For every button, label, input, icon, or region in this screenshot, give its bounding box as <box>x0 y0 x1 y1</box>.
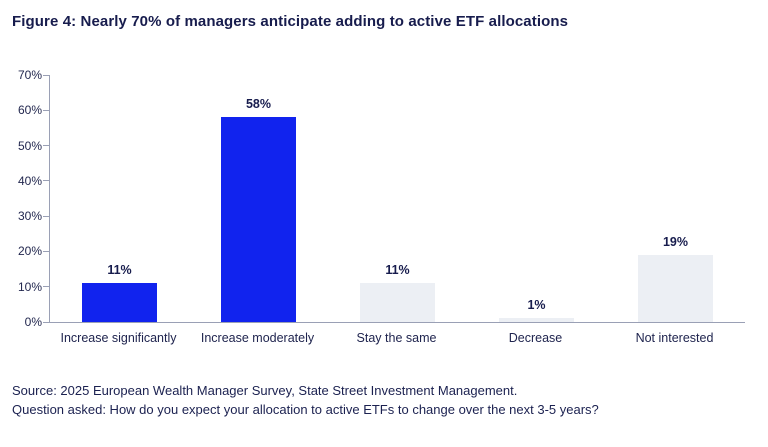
y-axis-tick-mark <box>43 215 49 217</box>
category-label: Not interested <box>635 331 714 345</box>
bar <box>499 318 574 322</box>
y-axis-tick-label: 10% <box>17 279 42 294</box>
bar-value-label: 11% <box>385 263 410 278</box>
bar-group: 19% <box>606 75 745 322</box>
y-axis-tick-label: 30% <box>17 209 42 224</box>
plot-area: 11% 58% 11% 1% 19% <box>43 74 745 323</box>
y-axis-tick-mark <box>43 321 49 323</box>
y-axis-tick-mark <box>43 109 49 111</box>
bar <box>221 117 296 322</box>
chart-title: Figure 4: Nearly 70% of managers anticip… <box>12 13 569 30</box>
y-axis-tick-mark <box>43 74 49 76</box>
bar-value-label: 1% <box>527 298 546 313</box>
question-note: Question asked: How do you expect your a… <box>12 402 599 417</box>
bar-value-label: 19% <box>662 234 689 249</box>
bar-value-label: 58% <box>245 97 272 112</box>
bar <box>360 283 435 322</box>
y-axis-tick-mark <box>43 250 49 252</box>
y-axis-tick-label: 50% <box>17 138 42 153</box>
bar-group: 58% <box>189 75 328 322</box>
y-axis-tick-mark <box>43 286 49 288</box>
bar <box>638 254 713 322</box>
bar-group: 11% <box>50 75 189 322</box>
bar-group: 11% <box>328 75 467 322</box>
bar-group: 1% <box>467 75 606 322</box>
y-axis-tick-mark <box>43 145 49 147</box>
category-label: Stay the same <box>356 331 437 345</box>
y-axis-tick-label: 40% <box>17 173 42 188</box>
y-axis-tick-label: 70% <box>17 68 42 82</box>
source-note: Source: 2025 European Wealth Manager Sur… <box>12 383 518 398</box>
y-axis: 0% 10% 20% 30% 40% 50% 60% 70% <box>0 68 42 329</box>
bar-value-label: 11% <box>107 263 132 278</box>
y-axis-tick-label: 20% <box>17 244 42 259</box>
x-axis-labels: Increase significantly Increase moderatel… <box>49 331 744 345</box>
y-axis-tick-label: 0% <box>24 315 42 329</box>
category-label: Increase moderately <box>200 331 315 345</box>
category-label: Decrease <box>508 331 563 345</box>
y-axis-tick-label: 60% <box>17 103 42 118</box>
y-axis-tick-mark <box>43 180 49 182</box>
footer-notes: Source: 2025 European Wealth Manager Sur… <box>12 381 599 419</box>
bar <box>82 283 157 322</box>
bars-container: 11% 58% 11% 1% 19% <box>50 75 745 322</box>
category-label: Increase significantly <box>60 331 177 345</box>
